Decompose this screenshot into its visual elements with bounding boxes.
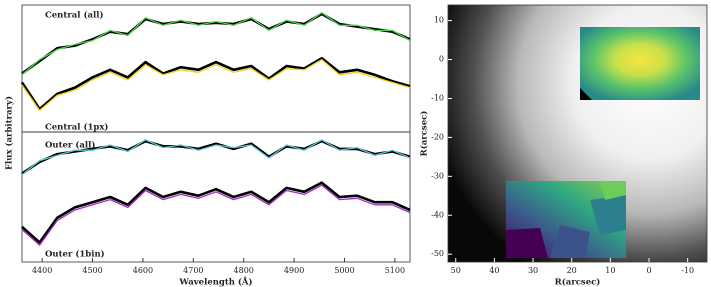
inset-central (580, 27, 700, 100)
x-tick-label: -10 (681, 266, 694, 275)
y-axis-label: Flux (arbitrary) (4, 96, 15, 170)
x-tick-label: 4600 (133, 266, 153, 275)
x-tick-label: 4900 (284, 266, 304, 275)
x-axis-label: Wavelength (Å) (178, 276, 252, 287)
y-tick-label: -40 (431, 210, 444, 219)
y-axis-label: R(arcsec) (419, 111, 430, 157)
y-tick-label: 0 (439, 55, 444, 64)
data-line (21, 184, 411, 246)
x-tick-label: 0 (646, 266, 651, 275)
model-line (21, 181, 411, 244)
x-tick-label: 5000 (334, 266, 354, 275)
x-axis-label: R(arcsec) (555, 277, 601, 287)
x-tick-label: 4800 (234, 266, 254, 275)
x-tick-label: 10 (605, 266, 615, 275)
y-tick-label: -20 (431, 132, 444, 141)
voronoi-cell (506, 228, 548, 258)
series-label: Outer (all) (45, 140, 95, 151)
model-line (20, 57, 411, 111)
x-tick-label: 5100 (385, 266, 405, 275)
image-panel (447, 4, 708, 263)
x-tick-label: 4400 (32, 266, 52, 275)
x-tick-label: 4700 (183, 266, 203, 275)
x-tick-label: 4500 (82, 266, 102, 275)
x-tick-label: 40 (489, 266, 499, 275)
y-tick-label: -50 (431, 249, 444, 258)
series-label: Central (1px) (45, 122, 108, 133)
voronoi-cell (550, 225, 590, 258)
y-tick-label: 10 (434, 16, 444, 25)
voronoi-cell (600, 181, 626, 200)
data-line (21, 139, 411, 176)
x-tick-label: 50 (451, 266, 461, 275)
data-line (21, 11, 411, 76)
series-label: Outer (1bin) (45, 249, 105, 260)
image-frame (447, 4, 708, 263)
voronoi-cell (590, 195, 626, 235)
x-tick-label: 20 (567, 266, 577, 275)
data-line (21, 58, 411, 112)
inset-corner (580, 88, 592, 100)
x-tick-label: 30 (528, 266, 538, 275)
y-tick-label: -30 (431, 171, 444, 180)
series-label: Central (all) (45, 10, 103, 21)
bottom-frame (21, 131, 411, 263)
y-tick-label: -10 (431, 93, 444, 102)
